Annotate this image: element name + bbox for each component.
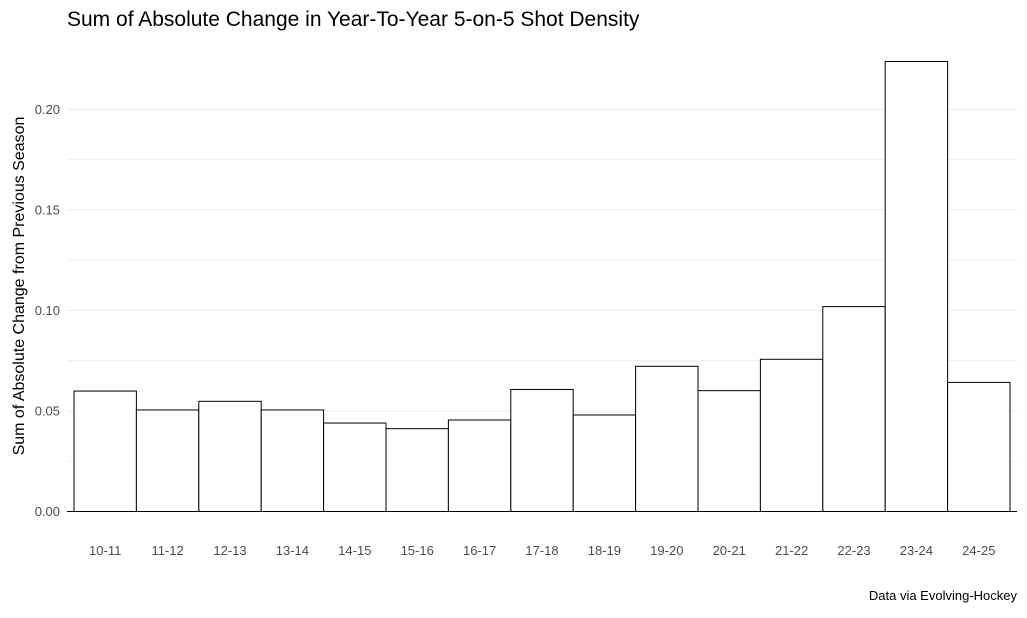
- y-tick-labels: 0.00 0.05 0.10 0.15 0.20: [35, 102, 60, 519]
- y-tick-label: 0.05: [35, 403, 60, 418]
- x-tick-label: 20-21: [713, 543, 746, 558]
- x-tick-label: 12-13: [213, 543, 246, 558]
- chart-title: Sum of Absolute Change in Year-To-Year 5…: [67, 8, 640, 31]
- bar-17-18: [510, 388, 574, 513]
- x-tick-label: 16-17: [463, 543, 496, 558]
- x-tick-label: 18-19: [588, 543, 621, 558]
- x-tick-label: 11-12: [151, 543, 183, 558]
- y-tick-label: 0.20: [35, 102, 60, 117]
- y-tick-label: 0.15: [35, 202, 60, 217]
- bar-12-13: [198, 400, 262, 512]
- bar-16-17: [447, 419, 512, 513]
- bar-10-11: [73, 390, 137, 512]
- bar-13-14: [260, 409, 325, 512]
- x-tick-labels: 10-11 11-12 12-13 13-14 14-15 15-16 16-17 17-18…: [89, 543, 995, 558]
- x-tick-label: 21-22: [775, 543, 808, 558]
- bar-22-23: [822, 306, 886, 512]
- bar-14-15: [323, 422, 387, 512]
- y-tick-label: 0.10: [35, 303, 60, 318]
- bar-20-21: [697, 390, 761, 512]
- x-tick-label: 22-23: [837, 543, 870, 558]
- y-axis-label: Sum of Absolute Change from Previous Sea…: [11, 117, 28, 456]
- bars-layer: [73, 61, 1011, 513]
- bar-18-19: [572, 414, 637, 512]
- x-tick-label: 15-16: [401, 543, 434, 558]
- bar-15-16: [385, 428, 449, 512]
- bar-23-24: [884, 61, 949, 512]
- bar-11-12: [135, 409, 200, 512]
- bar-21-22: [759, 358, 824, 513]
- bar-24-25: [947, 381, 1011, 512]
- chart-caption: Data via Evolving-Hockey: [869, 588, 1018, 603]
- x-tick-label: 13-14: [276, 543, 309, 558]
- x-tick-label: 24-25: [962, 543, 995, 558]
- x-tick-label: 14-15: [338, 543, 371, 558]
- x-tick-label: 19-20: [650, 543, 683, 558]
- bar-19-20: [635, 365, 699, 512]
- x-tick-label: 17-18: [525, 543, 558, 558]
- x-tick-label: 23-24: [900, 543, 933, 558]
- y-tick-label: 0.00: [35, 504, 60, 519]
- x-tick-label: 10-11: [89, 543, 121, 558]
